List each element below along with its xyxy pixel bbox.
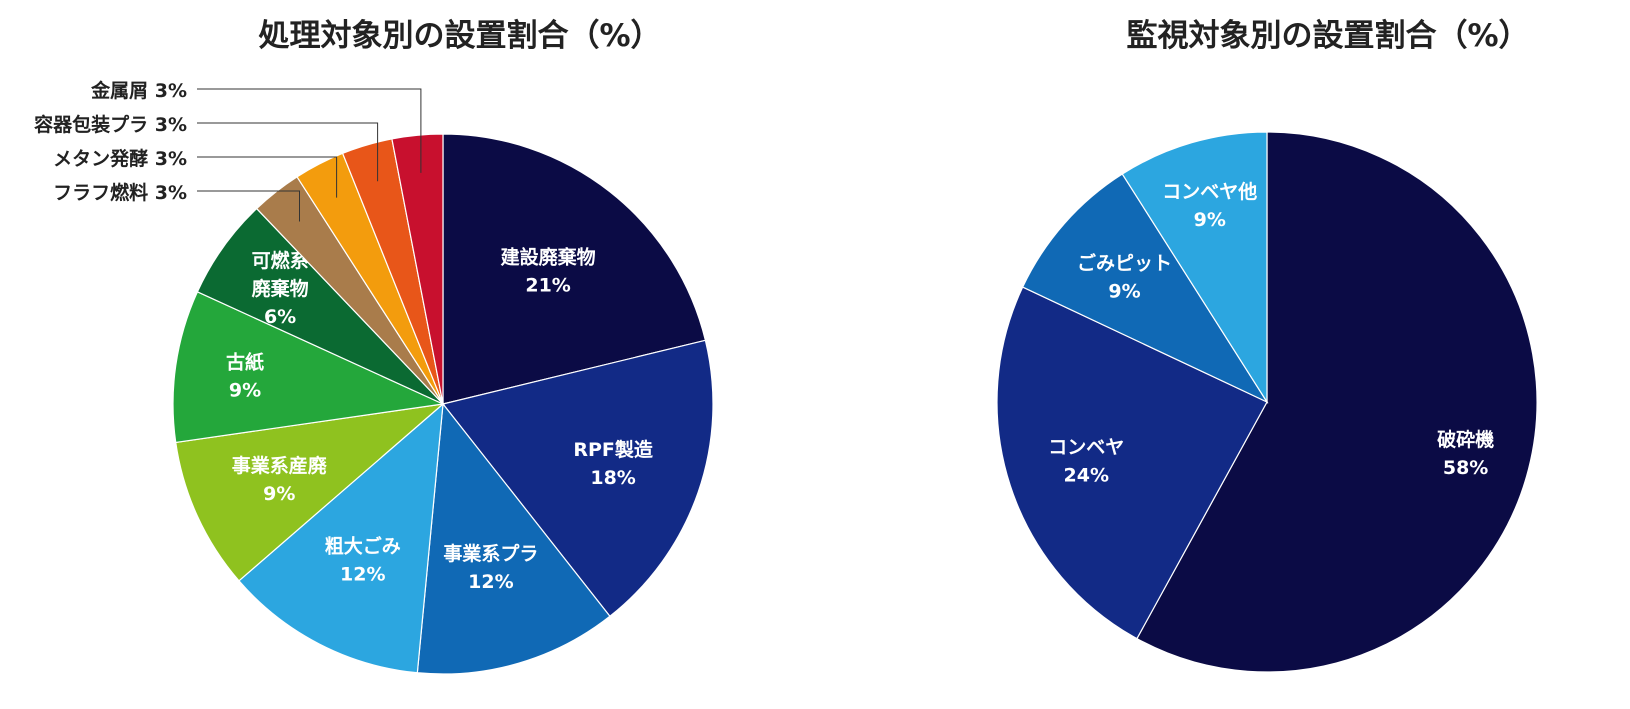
callout-label-フラフ燃料: フラフ燃料 3% (53, 181, 187, 204)
slice-label-建設廃棄物: 建設廃棄物 21% (501, 245, 596, 296)
pie-slice-事業系プラ (416, 402, 611, 675)
slice-label-可燃系廃棄物: 可燃系廃棄物 6% (252, 249, 309, 328)
pie-slice-破砕機 (1136, 131, 1538, 673)
pie-slice-コンベヤ他 (1121, 131, 1268, 405)
pie-slice-コンベヤ (996, 286, 1268, 640)
slice-label-事業系産廃: 事業系産廃 9% (232, 454, 328, 505)
callout-label-金属屑: 金属屑 3% (90, 79, 187, 102)
slice-label-RPF製造: RPF製造 18% (573, 438, 654, 489)
callout-line-フラフ燃料 (197, 190, 300, 222)
pie-slice-建設廃棄物 (442, 133, 707, 405)
callout-line-容器包装プラ (197, 122, 379, 182)
pie-chart-monitoring: 破砕機 58% コンベヤ 24% ごみピット 9% コンベヤ他 9% (996, 131, 1538, 673)
chart-title-monitoring: 監視対象別の設置割合（%） (1126, 18, 1530, 54)
slice-label-破砕機: 破砕機 58% (1437, 428, 1494, 479)
callout-line-メタン発酵 (197, 156, 338, 198)
slice-label-コンベヤ他: コンベヤ他 9% (1162, 180, 1257, 231)
callout-line-金属屑 (197, 88, 422, 173)
pie-slice-ごみピット (1021, 173, 1269, 404)
pie-slice-事業系産廃 (175, 403, 445, 582)
pie-slice-金属屑 (391, 133, 444, 405)
pie-slice-RPF製造 (441, 339, 714, 618)
slice-label-古紙: 古紙 9% (226, 351, 264, 402)
pie-slice-粗大ごみ (238, 402, 444, 674)
callout-label-容器包装プラ: 容器包装プラ 3% (34, 113, 187, 136)
slice-label-ごみピット: ごみピット 9% (1077, 251, 1172, 302)
slice-label-事業系プラ: 事業系プラ 12% (443, 542, 538, 593)
chart-title-processing: 処理対象別の設置割合（%） (258, 18, 662, 54)
callout-label-メタン発酵: メタン発酵 3% (53, 147, 187, 170)
slice-label-粗大ごみ: 粗大ごみ 12% (325, 535, 401, 586)
pie-slice-古紙 (172, 291, 446, 444)
slice-label-コンベヤ: コンベヤ 24% (1048, 437, 1124, 487)
pie-chart-processing: 建設廃棄物 21% RPF製造 18% 事業系プラ 12% 粗大ごみ 12% 事業系産廃 9% 古紙… (34, 79, 714, 675)
